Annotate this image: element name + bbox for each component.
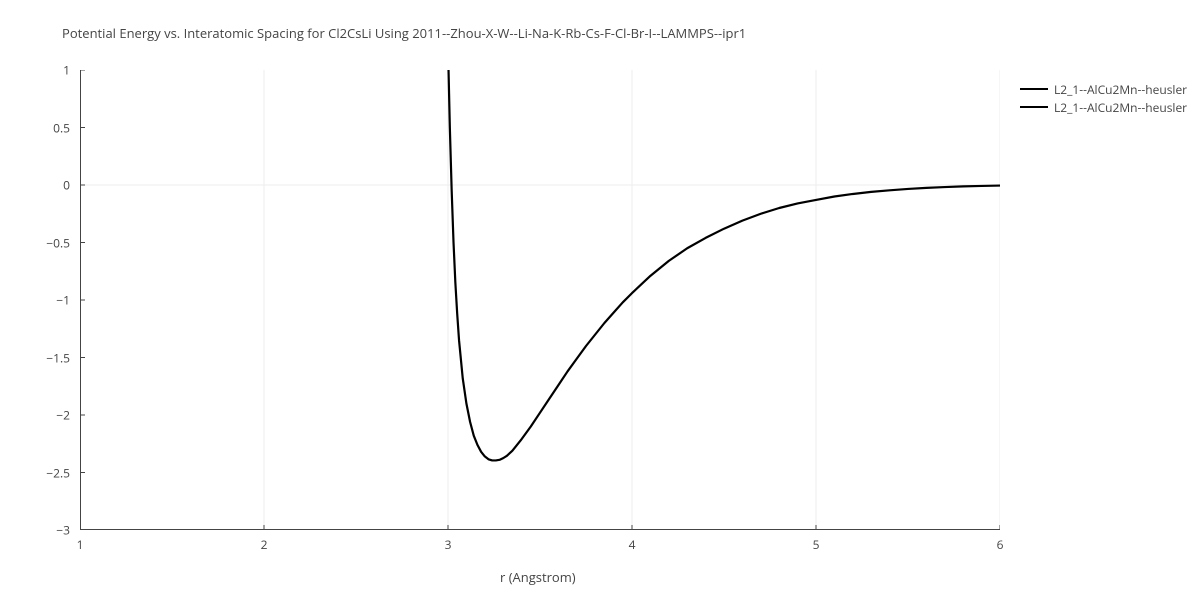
y-tick-label: 0.5 (36, 119, 70, 136)
chart-container: Potential Energy vs. Interatomic Spacing… (0, 0, 1200, 600)
x-tick-label: 5 (813, 536, 820, 553)
legend-swatch (1020, 88, 1048, 90)
legend-label: L2_1--AlCu2Mn--heusler (1054, 99, 1187, 116)
x-axis-label: r (Angstrom) (500, 568, 576, 586)
x-tick-label: 1 (77, 536, 84, 553)
x-tick-label: 3 (445, 536, 452, 553)
x-tick-label: 6 (997, 536, 1004, 553)
chart-title: Potential Energy vs. Interatomic Spacing… (62, 24, 746, 42)
x-tick-label: 2 (261, 536, 268, 553)
legend-swatch (1020, 106, 1048, 108)
legend-item[interactable]: L2_1--AlCu2Mn--heusler (1020, 98, 1187, 116)
y-tick-label: 1 (36, 62, 70, 79)
plot-area (80, 70, 1000, 530)
legend-item[interactable]: L2_1--AlCu2Mn--heusler (1020, 80, 1187, 98)
legend-label: L2_1--AlCu2Mn--heusler (1054, 81, 1187, 98)
y-tick-label: −2.5 (36, 464, 70, 481)
legend: L2_1--AlCu2Mn--heuslerL2_1--AlCu2Mn--heu… (1020, 80, 1187, 116)
y-tick-label: −2 (36, 407, 70, 424)
x-tick-label: 4 (629, 536, 636, 553)
y-tick-label: −1.5 (36, 349, 70, 366)
y-tick-label: 0 (36, 177, 70, 194)
y-tick-label: −3 (36, 522, 70, 539)
y-tick-label: −0.5 (36, 234, 70, 251)
y-tick-label: −1 (36, 292, 70, 309)
